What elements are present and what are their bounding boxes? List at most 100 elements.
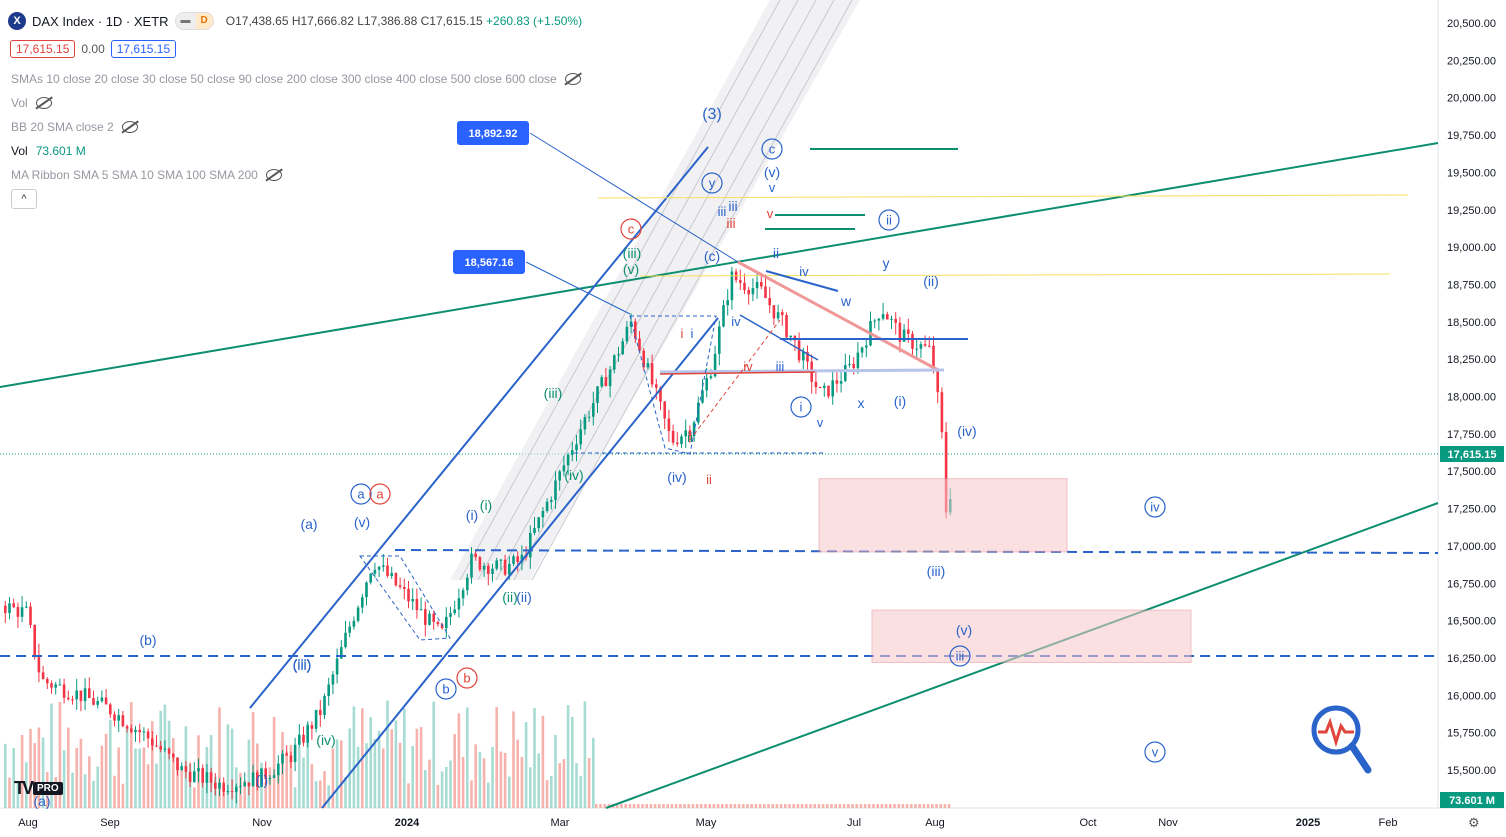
- volume-bar: [897, 804, 900, 808]
- bid-button[interactable]: 17,615.15: [10, 40, 76, 58]
- volume-bar: [595, 804, 598, 808]
- volume-bar: [558, 763, 561, 808]
- candle-body: [516, 556, 519, 563]
- eye-hidden-icon[interactable]: [265, 169, 282, 181]
- indicator-bb[interactable]: BB 20 SMA close 2: [11, 120, 138, 134]
- volume-bar: [449, 760, 452, 808]
- volume-bar: [863, 804, 867, 808]
- volume-bar: [306, 723, 309, 808]
- wave-label: iv: [731, 314, 741, 329]
- volume-bar: [20, 734, 24, 808]
- y-tick-label: 17,500.00: [1447, 466, 1496, 478]
- candle-body: [394, 573, 398, 586]
- candle-body: [16, 607, 20, 617]
- candle-body: [776, 312, 780, 319]
- price-callout-box: [453, 250, 525, 274]
- minus-icon[interactable]: ▬: [175, 13, 196, 29]
- volume-bar: [352, 706, 356, 808]
- candle-body: [839, 381, 843, 384]
- wave-label: ii: [706, 472, 712, 487]
- volume-bar: [478, 751, 482, 808]
- indicator-vol-hidden[interactable]: Vol: [11, 96, 52, 110]
- candle-body: [113, 714, 116, 721]
- volume-bar: [575, 763, 578, 808]
- candle-body: [499, 559, 503, 561]
- tv-mark: TV: [14, 778, 34, 798]
- volume-bar: [445, 767, 448, 808]
- interval-pill[interactable]: ▬ D: [174, 12, 214, 30]
- circled-wave-label: c: [628, 222, 635, 237]
- volume-bar: [758, 804, 762, 808]
- wave-label: (iv): [957, 423, 976, 439]
- candle-body: [428, 613, 431, 625]
- volume-bar: [226, 724, 230, 808]
- candle-body: [20, 607, 24, 617]
- candle-body: [25, 606, 28, 608]
- x-tick-label: Nov: [252, 817, 272, 829]
- volume-bar: [92, 780, 95, 808]
- volume-bar: [377, 730, 381, 808]
- volume-bar: [876, 804, 879, 808]
- y-tick-label: 17,750.00: [1447, 429, 1496, 441]
- indicator-ma-ribbon[interactable]: MA Ribbon SMA 5 SMA 10 SMA 100 SMA 200: [11, 168, 282, 182]
- indicator-label: BB 20 SMA close 2: [11, 120, 114, 134]
- volume-bar: [834, 804, 837, 808]
- y-tick-label: 17,250.00: [1447, 504, 1496, 516]
- candle-body: [134, 729, 137, 733]
- symbol-title[interactable]: DAX Index · 1D · XETR: [32, 13, 169, 29]
- candle-body: [117, 715, 120, 721]
- indicator-smas[interactable]: SMAs 10 close 20 close 30 close 50 close…: [11, 72, 581, 86]
- ask-button[interactable]: 17,615.15: [110, 40, 177, 58]
- y-tick-label: 15,750.00: [1447, 728, 1496, 740]
- volume-bar: [243, 780, 246, 808]
- volume-bar: [218, 707, 221, 808]
- eye-hidden-icon[interactable]: [564, 73, 581, 85]
- collapse-indicators-button[interactable]: ^: [11, 189, 37, 209]
- volume-bar: [947, 804, 951, 808]
- volume-bar: [369, 717, 372, 808]
- volume-bar: [571, 716, 574, 808]
- candle-body: [8, 603, 11, 614]
- volume-bar: [79, 738, 83, 808]
- indicator-vol[interactable]: Vol 73.601 M: [11, 144, 86, 158]
- gear-icon[interactable]: ⚙: [1468, 815, 1480, 830]
- eye-hidden-icon[interactable]: [121, 121, 138, 133]
- lavender-hline: [659, 368, 945, 374]
- eye-hidden-icon[interactable]: [35, 97, 52, 109]
- volume-bar: [453, 734, 456, 808]
- wave-label: w: [840, 293, 852, 309]
- candle-body: [663, 401, 666, 419]
- candle-body: [596, 386, 599, 404]
- circled-wave-marker: [878, 209, 900, 231]
- candle-body: [495, 560, 498, 569]
- volume-bar: [33, 743, 36, 808]
- candle-body: [163, 748, 167, 750]
- volume-bar: [775, 804, 779, 808]
- candle-body: [571, 450, 574, 455]
- y-tick-label: 18,500.00: [1447, 317, 1496, 329]
- wave-label: (i): [256, 772, 268, 788]
- candle-body: [453, 609, 456, 614]
- change-text: +260.83 (+1.50%): [486, 14, 583, 28]
- candle-body: [260, 768, 263, 787]
- wave-label: v: [767, 206, 774, 221]
- volume-bar: [62, 750, 66, 808]
- volume-bar: [193, 787, 196, 808]
- candle-body: [781, 312, 784, 315]
- wave-label: iv: [743, 359, 753, 374]
- volume-bar: [495, 706, 498, 808]
- interval-badge[interactable]: D: [195, 13, 213, 29]
- candle-body: [562, 465, 566, 472]
- wave-label: ii: [687, 430, 693, 445]
- candle-body: [382, 565, 385, 567]
- dashed-correction-box: [359, 555, 451, 641]
- volume-bar: [792, 804, 795, 808]
- volume-bar: [935, 804, 938, 808]
- ohlc-text: O17,438.65 H17,666.82 L17,386.88 C17,615…: [225, 14, 483, 28]
- candle-body: [411, 598, 414, 602]
- indicator-label: Vol: [11, 96, 28, 110]
- volume-bar: [704, 804, 707, 808]
- volume-bar: [440, 771, 444, 808]
- circled-wave-marker: [369, 483, 391, 505]
